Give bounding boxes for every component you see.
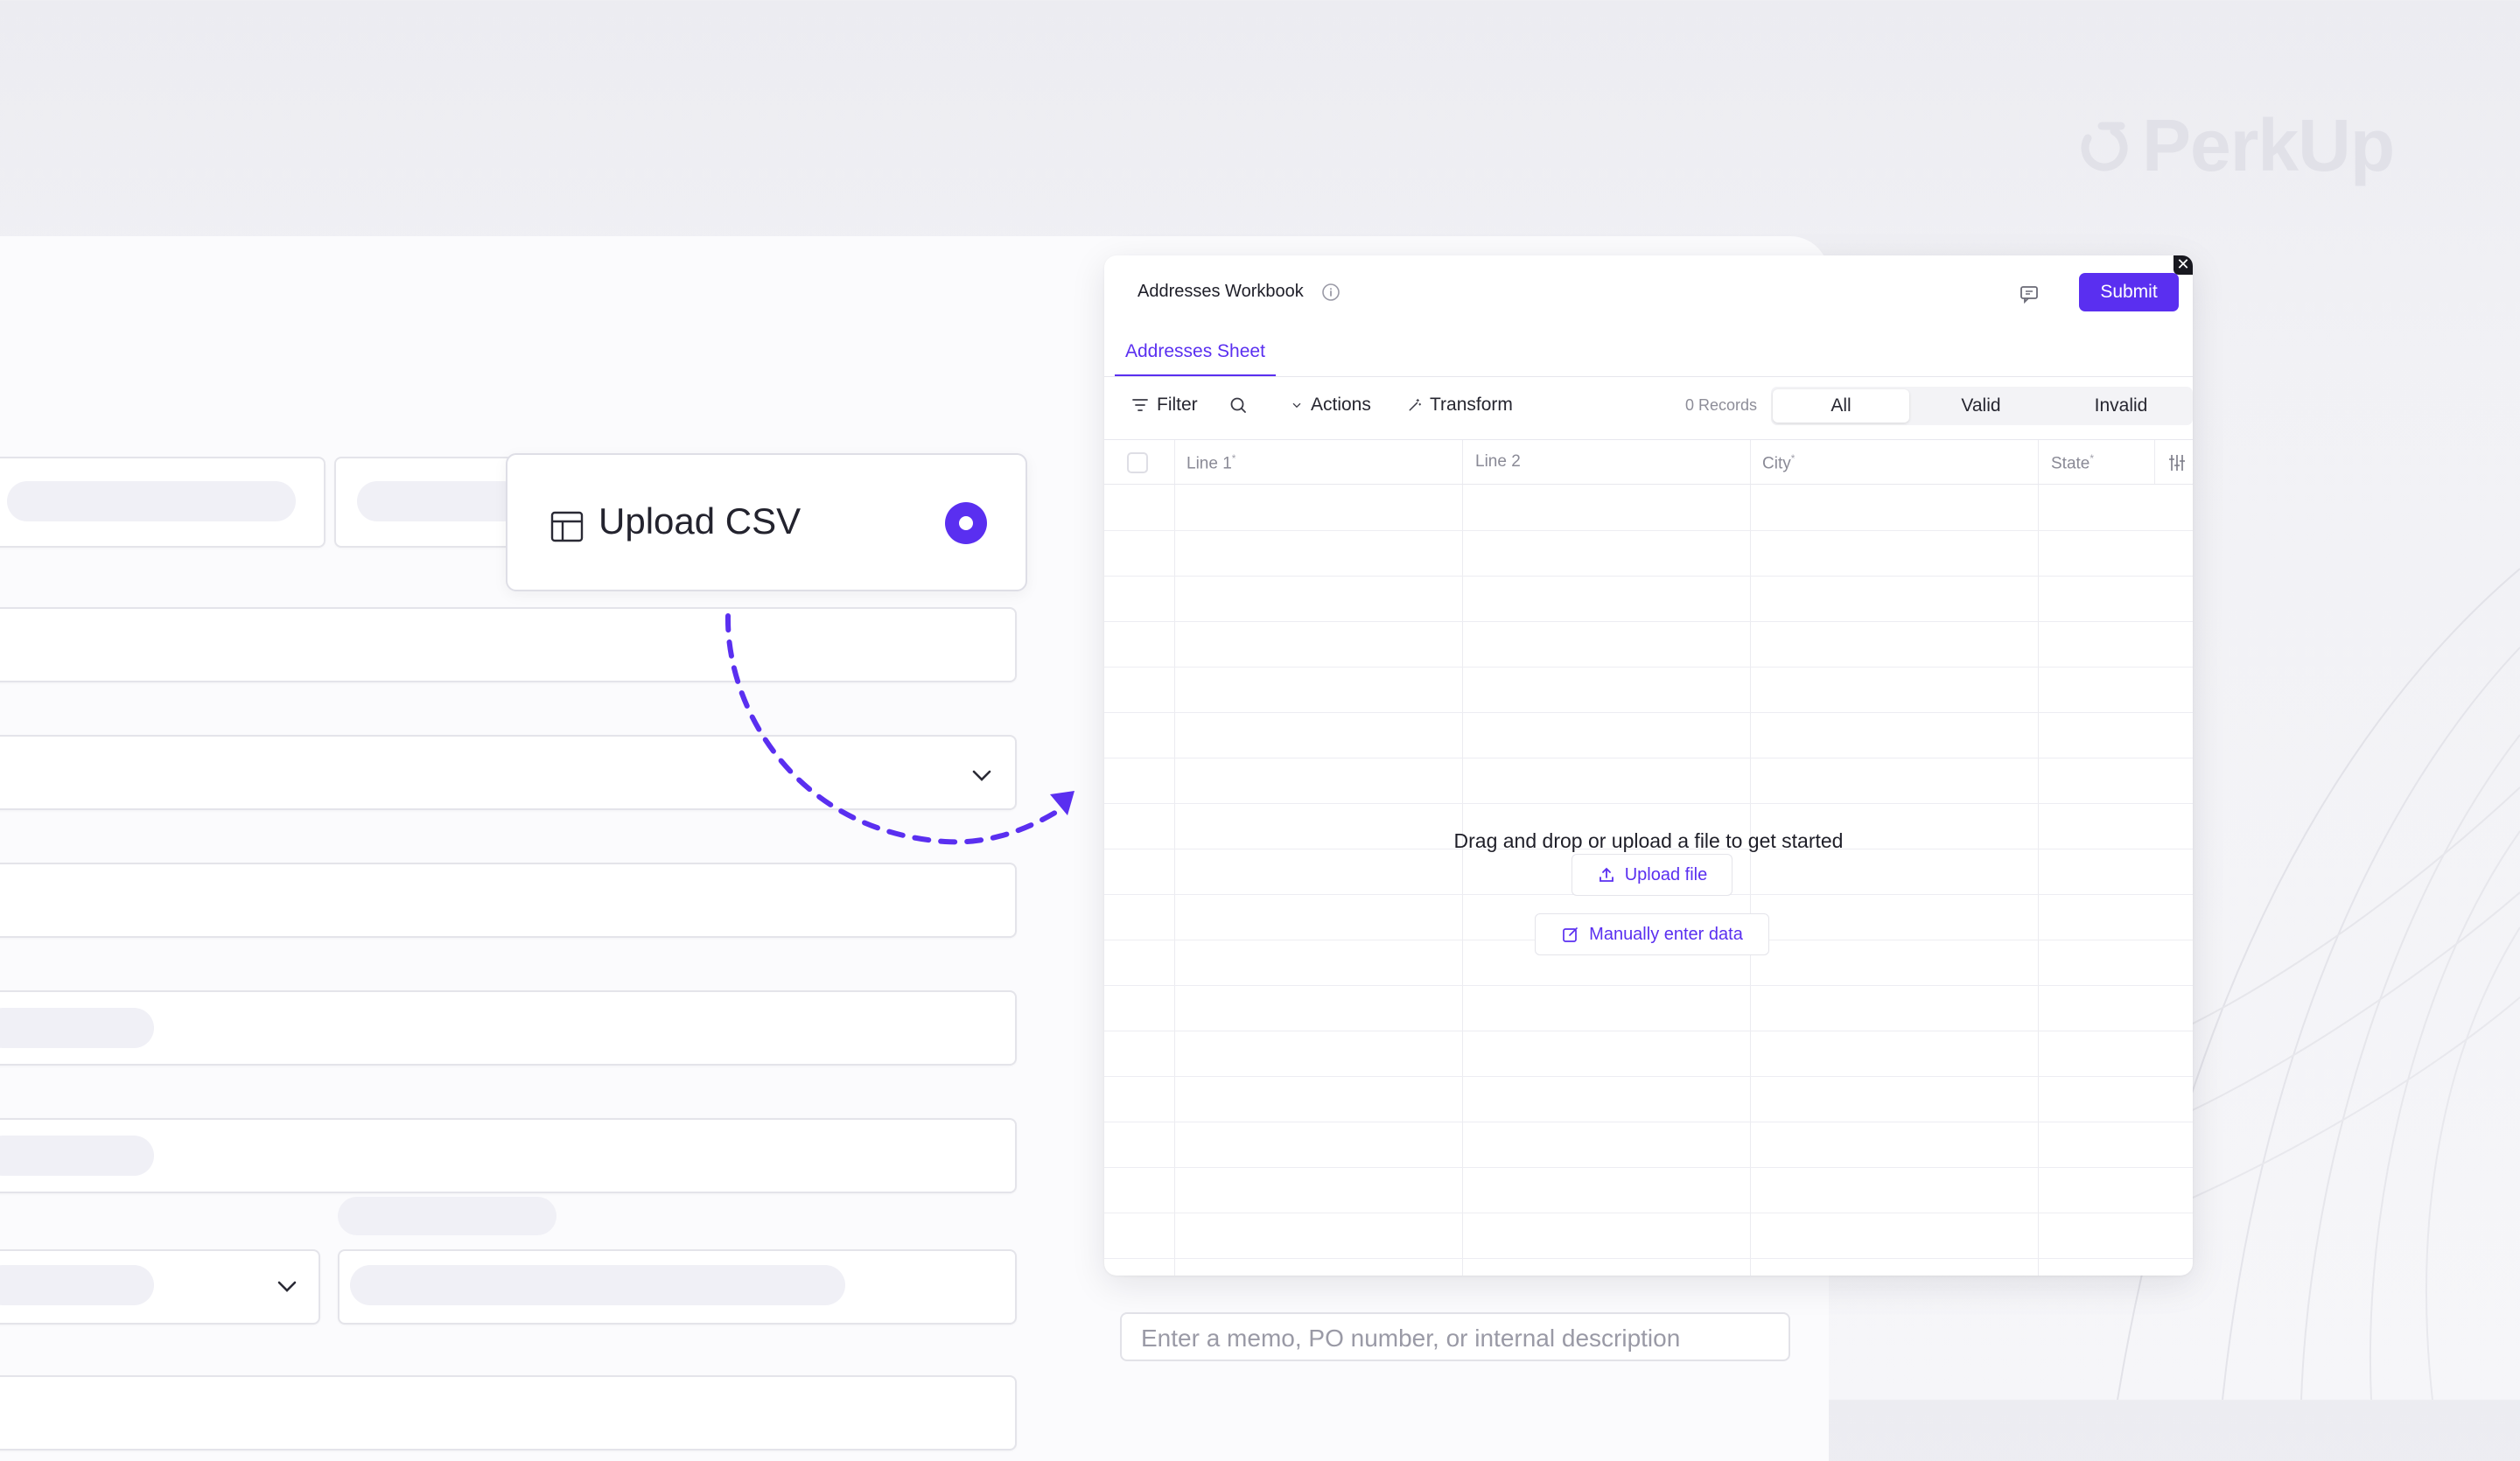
search-icon (1230, 397, 1246, 413)
records-count: 0 Records (1685, 396, 1758, 414)
skeleton-field (0, 607, 1017, 682)
upload-csv-radio[interactable] (945, 502, 987, 544)
grid-header-row: Line 1* Line 2 City* State* (1104, 439, 2193, 485)
table-icon (550, 511, 584, 542)
skeleton-select (0, 1249, 320, 1325)
tab-addresses-sheet[interactable]: Addresses Sheet (1115, 336, 1276, 377)
search-button[interactable] (1228, 378, 1248, 432)
skeleton-pill (0, 1136, 154, 1176)
filter-button[interactable]: Filter (1130, 378, 1198, 432)
segment-valid[interactable]: Valid (1961, 395, 2001, 416)
upload-csv-label: Upload CSV (598, 500, 802, 542)
brand-logo: PerkUp (2076, 103, 2395, 188)
upload-csv-option[interactable]: Upload CSV (506, 453, 1027, 591)
workbook-panel: Addresses Workbook Submit Addresses Shee… (1104, 255, 2193, 1276)
dashed-arrow (724, 613, 1074, 845)
skeleton-field (0, 990, 1017, 1066)
select-all-checkbox[interactable] (1127, 452, 1148, 473)
skeleton-field (0, 1375, 1017, 1451)
skeleton-pill (357, 481, 523, 521)
workbook-title: Addresses Workbook (1138, 282, 1304, 301)
tab-divider (1104, 376, 2193, 377)
manual-entry-label: Manually enter data (1589, 924, 1743, 944)
chevron-down-icon (1292, 402, 1301, 409)
empty-state-message: Drag and drop or upload a file to get st… (1453, 829, 1844, 852)
skeleton-pill (350, 1265, 845, 1305)
column-header-city[interactable]: City* (1762, 452, 1796, 473)
submit-button[interactable]: Submit (2079, 273, 2179, 311)
actions-label: Actions (1311, 395, 1371, 415)
sheet-toolbar: Filter Actions Transform 0 Records All V… (1104, 378, 2193, 432)
magic-wand-icon (1409, 398, 1422, 411)
column-settings-icon[interactable] (2166, 452, 2188, 473)
upload-file-label: Upload file (1624, 864, 1708, 884)
edit-icon (1563, 927, 1578, 942)
skeleton-select (0, 735, 1017, 810)
skeleton-field (0, 863, 1017, 938)
chevron-down-icon (277, 1281, 297, 1292)
transform-label: Transform (1430, 395, 1513, 415)
transform-button[interactable]: Transform (1407, 378, 1513, 432)
perkup-logo-icon (2081, 122, 2128, 171)
manual-entry-button[interactable]: Manually enter data (1535, 913, 1769, 955)
memo-input[interactable]: Enter a memo, PO number, or internal des… (1120, 1312, 1790, 1361)
info-icon[interactable] (1321, 283, 1340, 302)
skeleton-pill (0, 1008, 154, 1048)
column-header-line2[interactable]: Line 2 (1475, 452, 1521, 471)
brand-name: PerkUp (2142, 104, 2395, 186)
upload-file-button[interactable]: Upload file (1572, 854, 1732, 896)
skeleton-pill (338, 1197, 556, 1235)
close-button[interactable]: ✕ (2174, 255, 2193, 275)
skeleton-pill (0, 1265, 154, 1305)
segment-invalid[interactable]: Invalid (2094, 395, 2148, 416)
data-grid: Line 1* Line 2 City* State* Drag and dro… (1104, 439, 2193, 1276)
record-filter-segments: All Valid Invalid (1771, 387, 2193, 425)
column-header-line1[interactable]: Line 1* (1186, 452, 1236, 473)
chevron-down-icon (972, 770, 991, 781)
skeleton-pill (7, 481, 296, 521)
upload-icon (1599, 867, 1614, 882)
filter-label: Filter (1157, 395, 1198, 415)
actions-menu-button[interactable]: Actions (1290, 378, 1371, 432)
segment-all[interactable]: All (1773, 389, 1909, 423)
feedback-icon[interactable] (2018, 282, 2040, 304)
filter-icon (1132, 399, 1148, 411)
skeleton-field (0, 1118, 1017, 1193)
column-header-state[interactable]: State* (2051, 452, 2095, 473)
